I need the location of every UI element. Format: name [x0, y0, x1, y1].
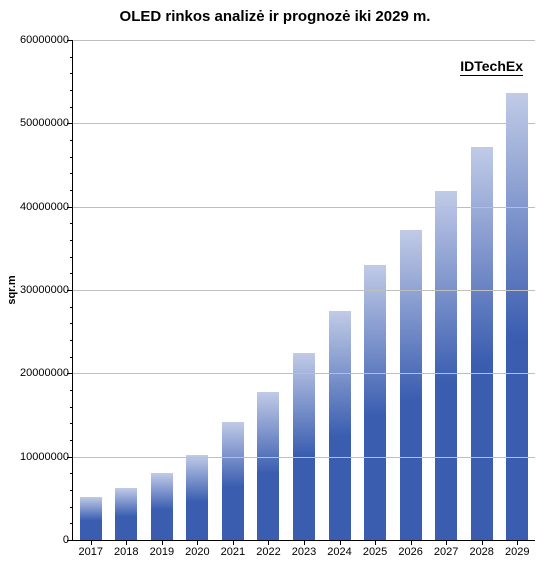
y-minor-tick — [70, 357, 73, 358]
x-tick — [375, 540, 376, 545]
y-minor-tick — [70, 107, 73, 108]
x-tick-label: 2024 — [327, 546, 351, 558]
bar — [364, 265, 386, 540]
x-tick — [268, 540, 269, 545]
grid-line — [73, 40, 535, 41]
x-tick-label: 2027 — [434, 546, 458, 558]
y-tick-label: 20000000 — [20, 367, 69, 379]
y-minor-tick — [70, 440, 73, 441]
bar — [257, 392, 279, 540]
y-minor-tick — [70, 257, 73, 258]
bar — [151, 473, 173, 540]
y-tick-label: 50000000 — [20, 117, 69, 129]
bar — [80, 497, 102, 540]
x-tick-label: 2029 — [505, 546, 529, 558]
y-tick-label: 30000000 — [20, 284, 69, 296]
y-minor-tick — [70, 340, 73, 341]
y-minor-tick — [70, 57, 73, 58]
oled-market-chart: OLED rinkos analizė ir prognozė iki 2029… — [0, 0, 550, 571]
y-minor-tick — [70, 157, 73, 158]
x-tick — [517, 540, 518, 545]
y-minor-tick — [70, 140, 73, 141]
x-tick — [233, 540, 234, 545]
chart-title: OLED rinkos analizė ir prognozė iki 2029… — [0, 8, 550, 25]
grid-line — [73, 290, 535, 291]
bar — [222, 422, 244, 540]
x-tick-label: 2028 — [469, 546, 493, 558]
y-minor-tick — [70, 323, 73, 324]
x-tick-label: 2023 — [292, 546, 316, 558]
y-tick-label: 60000000 — [20, 34, 69, 46]
y-minor-tick — [70, 307, 73, 308]
bar — [115, 488, 137, 541]
y-tick-label: 0 — [63, 534, 69, 546]
y-minor-tick — [70, 240, 73, 241]
bar — [293, 353, 315, 541]
y-minor-tick — [70, 223, 73, 224]
x-tick — [340, 540, 341, 545]
attribution-label: IDTechEx — [460, 58, 523, 76]
x-tick — [162, 540, 163, 545]
y-tick-label: 10000000 — [20, 451, 69, 463]
x-tick-label: 2017 — [79, 546, 103, 558]
x-tick — [304, 540, 305, 545]
y-minor-tick — [70, 390, 73, 391]
plot-area: IDTechEx 0100000002000000030000000400000… — [72, 40, 535, 541]
y-minor-tick — [70, 273, 73, 274]
x-tick-label: 2020 — [185, 546, 209, 558]
x-tick — [446, 540, 447, 545]
y-minor-tick — [70, 423, 73, 424]
y-minor-tick — [70, 73, 73, 74]
x-tick-label: 2018 — [114, 546, 138, 558]
x-tick — [411, 540, 412, 545]
x-tick — [482, 540, 483, 545]
bar — [471, 147, 493, 540]
y-minor-tick — [70, 173, 73, 174]
y-minor-tick — [70, 90, 73, 91]
y-minor-tick — [70, 407, 73, 408]
grid-line — [73, 373, 535, 374]
y-minor-tick — [70, 473, 73, 474]
x-tick-label: 2022 — [256, 546, 280, 558]
grid-line — [73, 207, 535, 208]
x-tick-label: 2019 — [150, 546, 174, 558]
x-tick-label: 2026 — [398, 546, 422, 558]
bar — [506, 93, 528, 541]
y-minor-tick — [70, 490, 73, 491]
bar — [186, 455, 208, 540]
x-tick — [126, 540, 127, 545]
y-axis-label: sqr.m — [6, 275, 18, 304]
x-tick-label: 2025 — [363, 546, 387, 558]
y-minor-tick — [70, 523, 73, 524]
grid-line — [73, 123, 535, 124]
bar — [435, 191, 457, 540]
y-minor-tick — [70, 190, 73, 191]
bar — [400, 230, 422, 540]
x-tick — [197, 540, 198, 545]
y-tick-label: 40000000 — [20, 201, 69, 213]
y-minor-tick — [70, 507, 73, 508]
x-tick — [91, 540, 92, 545]
bar — [329, 311, 351, 540]
x-tick-label: 2021 — [221, 546, 245, 558]
grid-line — [73, 457, 535, 458]
